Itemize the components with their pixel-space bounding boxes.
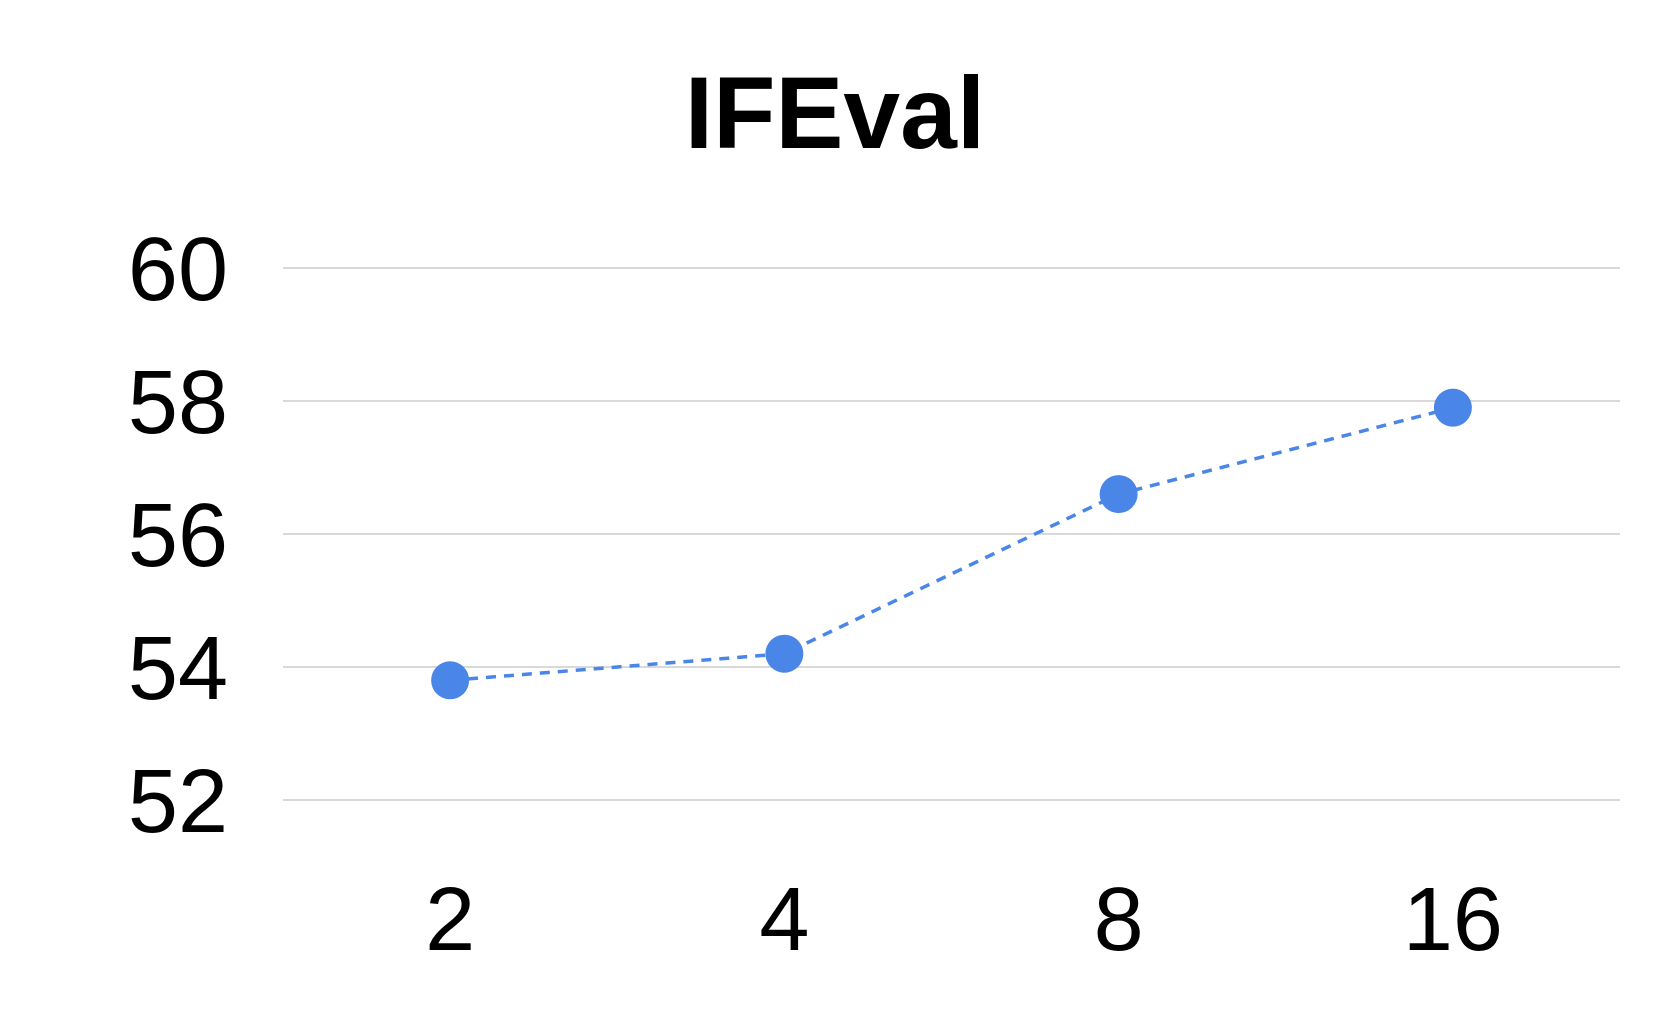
- x-tick-label: 4: [759, 870, 809, 970]
- chart-title: IFEval: [685, 56, 985, 170]
- x-tick-label: 16: [1403, 870, 1503, 970]
- x-tick-label: 8: [1094, 870, 1144, 970]
- y-tick-label: 60: [128, 220, 228, 320]
- data-point: [765, 634, 804, 673]
- series-line: [449, 405, 1454, 683]
- gridlines: [283, 267, 1620, 801]
- data-point: [1099, 475, 1138, 514]
- y-axis-ticks: 52 54 56 58 60: [128, 220, 228, 852]
- data-point: [431, 661, 470, 700]
- y-tick-label: 52: [128, 752, 228, 852]
- y-tick-label: 58: [128, 353, 228, 453]
- x-tick-label: 2: [425, 870, 475, 970]
- series: [431, 388, 1472, 700]
- data-point: [1433, 388, 1472, 427]
- x-axis-ticks: 2 4 8 16: [425, 870, 1503, 970]
- y-tick-label: 56: [128, 486, 228, 586]
- y-tick-label: 54: [128, 619, 228, 719]
